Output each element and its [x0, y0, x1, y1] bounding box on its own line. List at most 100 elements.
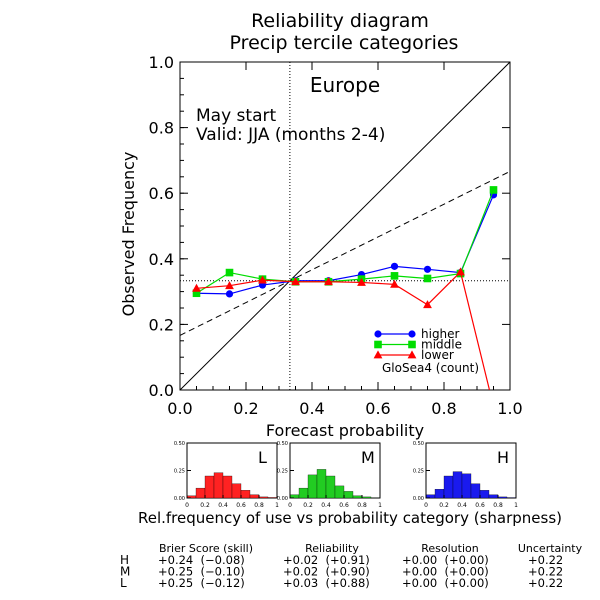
data-point	[225, 290, 234, 298]
histogram-x-tick-label: 0.8	[254, 502, 264, 509]
histogram-x-tick-label: 0.8	[357, 502, 367, 509]
histogram-bar	[267, 497, 278, 499]
data-point	[456, 267, 465, 276]
data-point	[423, 274, 432, 283]
start-annotation: May start	[196, 106, 276, 126]
histogram-x-tick-label: 0.6	[475, 502, 485, 509]
data-point	[373, 350, 383, 359]
histogram-bar	[222, 475, 233, 499]
histogram-bar	[470, 483, 481, 499]
histogram-label: H	[497, 448, 509, 467]
score-table: Brier Score (skill) Reliability Resolution…	[120, 542, 583, 590]
histogram-x-tick-label: 0.4	[457, 502, 467, 509]
histogram-y-tick-label: 0.00	[413, 496, 424, 502]
series-line-higher	[196, 194, 495, 295]
histogram-y-tick-label: 0.50	[413, 441, 424, 447]
x-tick-label: 0.0	[167, 399, 192, 418]
histogram-x-tick-label: 0.4	[321, 502, 331, 509]
y-tick-label: 0.6	[149, 184, 174, 203]
data-point	[390, 279, 399, 288]
data-point	[374, 340, 382, 349]
histogram-x-tick-label: 1	[275, 502, 279, 509]
histogram-y-tick-label: 0.25	[277, 469, 288, 475]
y-tick-label: 1.0	[149, 53, 174, 72]
score-cell: +0.00 (+0.00)	[402, 553, 489, 567]
histogram-bar	[316, 469, 327, 499]
y-tick-label: 0.4	[149, 250, 174, 269]
histogram-x-tick-label: 0	[185, 502, 189, 509]
histogram-bar	[343, 491, 354, 499]
histogram-bar	[452, 471, 463, 499]
data-point	[225, 281, 234, 290]
x-tick-label: 0.8	[431, 399, 456, 418]
main-plot: 0.0 0.2 0.4 0.6 0.8 1.0 0.0 0.2 0.4 0.6 0.8 1.0 Fore…	[119, 53, 523, 440]
histogram-bar	[307, 474, 318, 499]
y-tick-label: 0.8	[149, 119, 174, 138]
score-cell: +0.00 (+0.00)	[402, 565, 489, 579]
series-line-middle	[196, 189, 495, 294]
histogram-y-tick-label: 0.50	[174, 441, 185, 447]
data-point	[390, 272, 399, 280]
histogram-bar	[258, 496, 269, 499]
histogram-bar	[461, 473, 472, 499]
score-cell: +0.25 (−0.10)	[158, 565, 245, 579]
histogram-y-tick-label: 0.25	[174, 469, 185, 475]
histogram-x-tick-label: 0.2	[303, 502, 313, 509]
histogram-M: 0.50 0.25 0.000 0.2 0.4 0.6 0.8 1 M	[277, 441, 382, 509]
data-point	[423, 300, 432, 309]
histogram-bar	[361, 496, 372, 499]
histogram-x-tick-label: 0	[288, 502, 292, 509]
data-point	[407, 350, 417, 359]
score-cell: +0.02 (+0.90)	[283, 565, 370, 579]
x-tick-label: 0.4	[299, 399, 324, 418]
data-point	[192, 289, 201, 298]
y-tick-label: 0.0	[149, 381, 174, 400]
histogram-bar	[352, 495, 363, 499]
data-point	[489, 186, 498, 194]
data-point	[324, 277, 333, 286]
histogram-label: L	[258, 448, 267, 467]
histogram-y-tick-label: 0.00	[174, 496, 185, 502]
sharpness-title: Rel.frequency of use vs probability cate…	[138, 509, 562, 527]
histogram-bar	[231, 483, 242, 499]
score-cell: +0.00 (+0.00)	[402, 576, 489, 590]
data-point	[225, 268, 234, 277]
legend-label: middle	[421, 338, 462, 352]
histogram-bar	[249, 494, 260, 499]
score-cell: +0.22	[528, 576, 563, 590]
score-cell: +0.02 (+0.91)	[283, 553, 370, 567]
histogram-bar	[325, 475, 336, 499]
histogram-x-tick-label: 0.8	[493, 502, 503, 509]
data-point	[357, 277, 366, 286]
x-axis-label: Forecast probability	[266, 421, 424, 440]
chart-subtitle: Precip tercile categories	[230, 32, 459, 54]
histogram-x-tick-label: 0.2	[439, 502, 449, 509]
score-header: Brier Score (skill)	[159, 542, 253, 555]
sharpness-histograms: 0.500.250.000 0.2 0.4 0.6 0.8 1L0.500.250.000…	[174, 441, 518, 509]
series-line-lower	[196, 270, 491, 390]
histogram-bar	[443, 475, 454, 499]
perfect-reliability-line	[179, 61, 511, 391]
y-tick-label: 0.2	[149, 315, 174, 334]
score-header: Resolution	[421, 542, 479, 555]
data-point	[390, 262, 399, 270]
histogram-y-tick-label: 0.25	[413, 469, 424, 475]
histogram-bar	[434, 489, 445, 499]
x-tick-label: 1.0	[497, 399, 522, 418]
data-point	[258, 275, 267, 284]
histogram-bar	[497, 496, 508, 499]
series-group	[192, 186, 498, 390]
histogram-x-tick-label: 0	[424, 502, 428, 509]
histogram-bar	[204, 475, 215, 499]
data-point	[291, 277, 300, 286]
histogram-y-tick-label: 0.00	[277, 496, 288, 502]
data-point	[374, 330, 382, 338]
score-row-label: M	[120, 565, 130, 579]
histogram-x-tick-label: 1	[514, 502, 518, 509]
histogram-x-tick-label: 1	[378, 502, 382, 509]
valid-annotation: Valid: JJA (months 2-4)	[196, 125, 385, 145]
histogram-bar	[298, 487, 309, 499]
no-skill-line	[179, 170, 511, 336]
chart-title: Reliability diagram	[251, 10, 429, 32]
